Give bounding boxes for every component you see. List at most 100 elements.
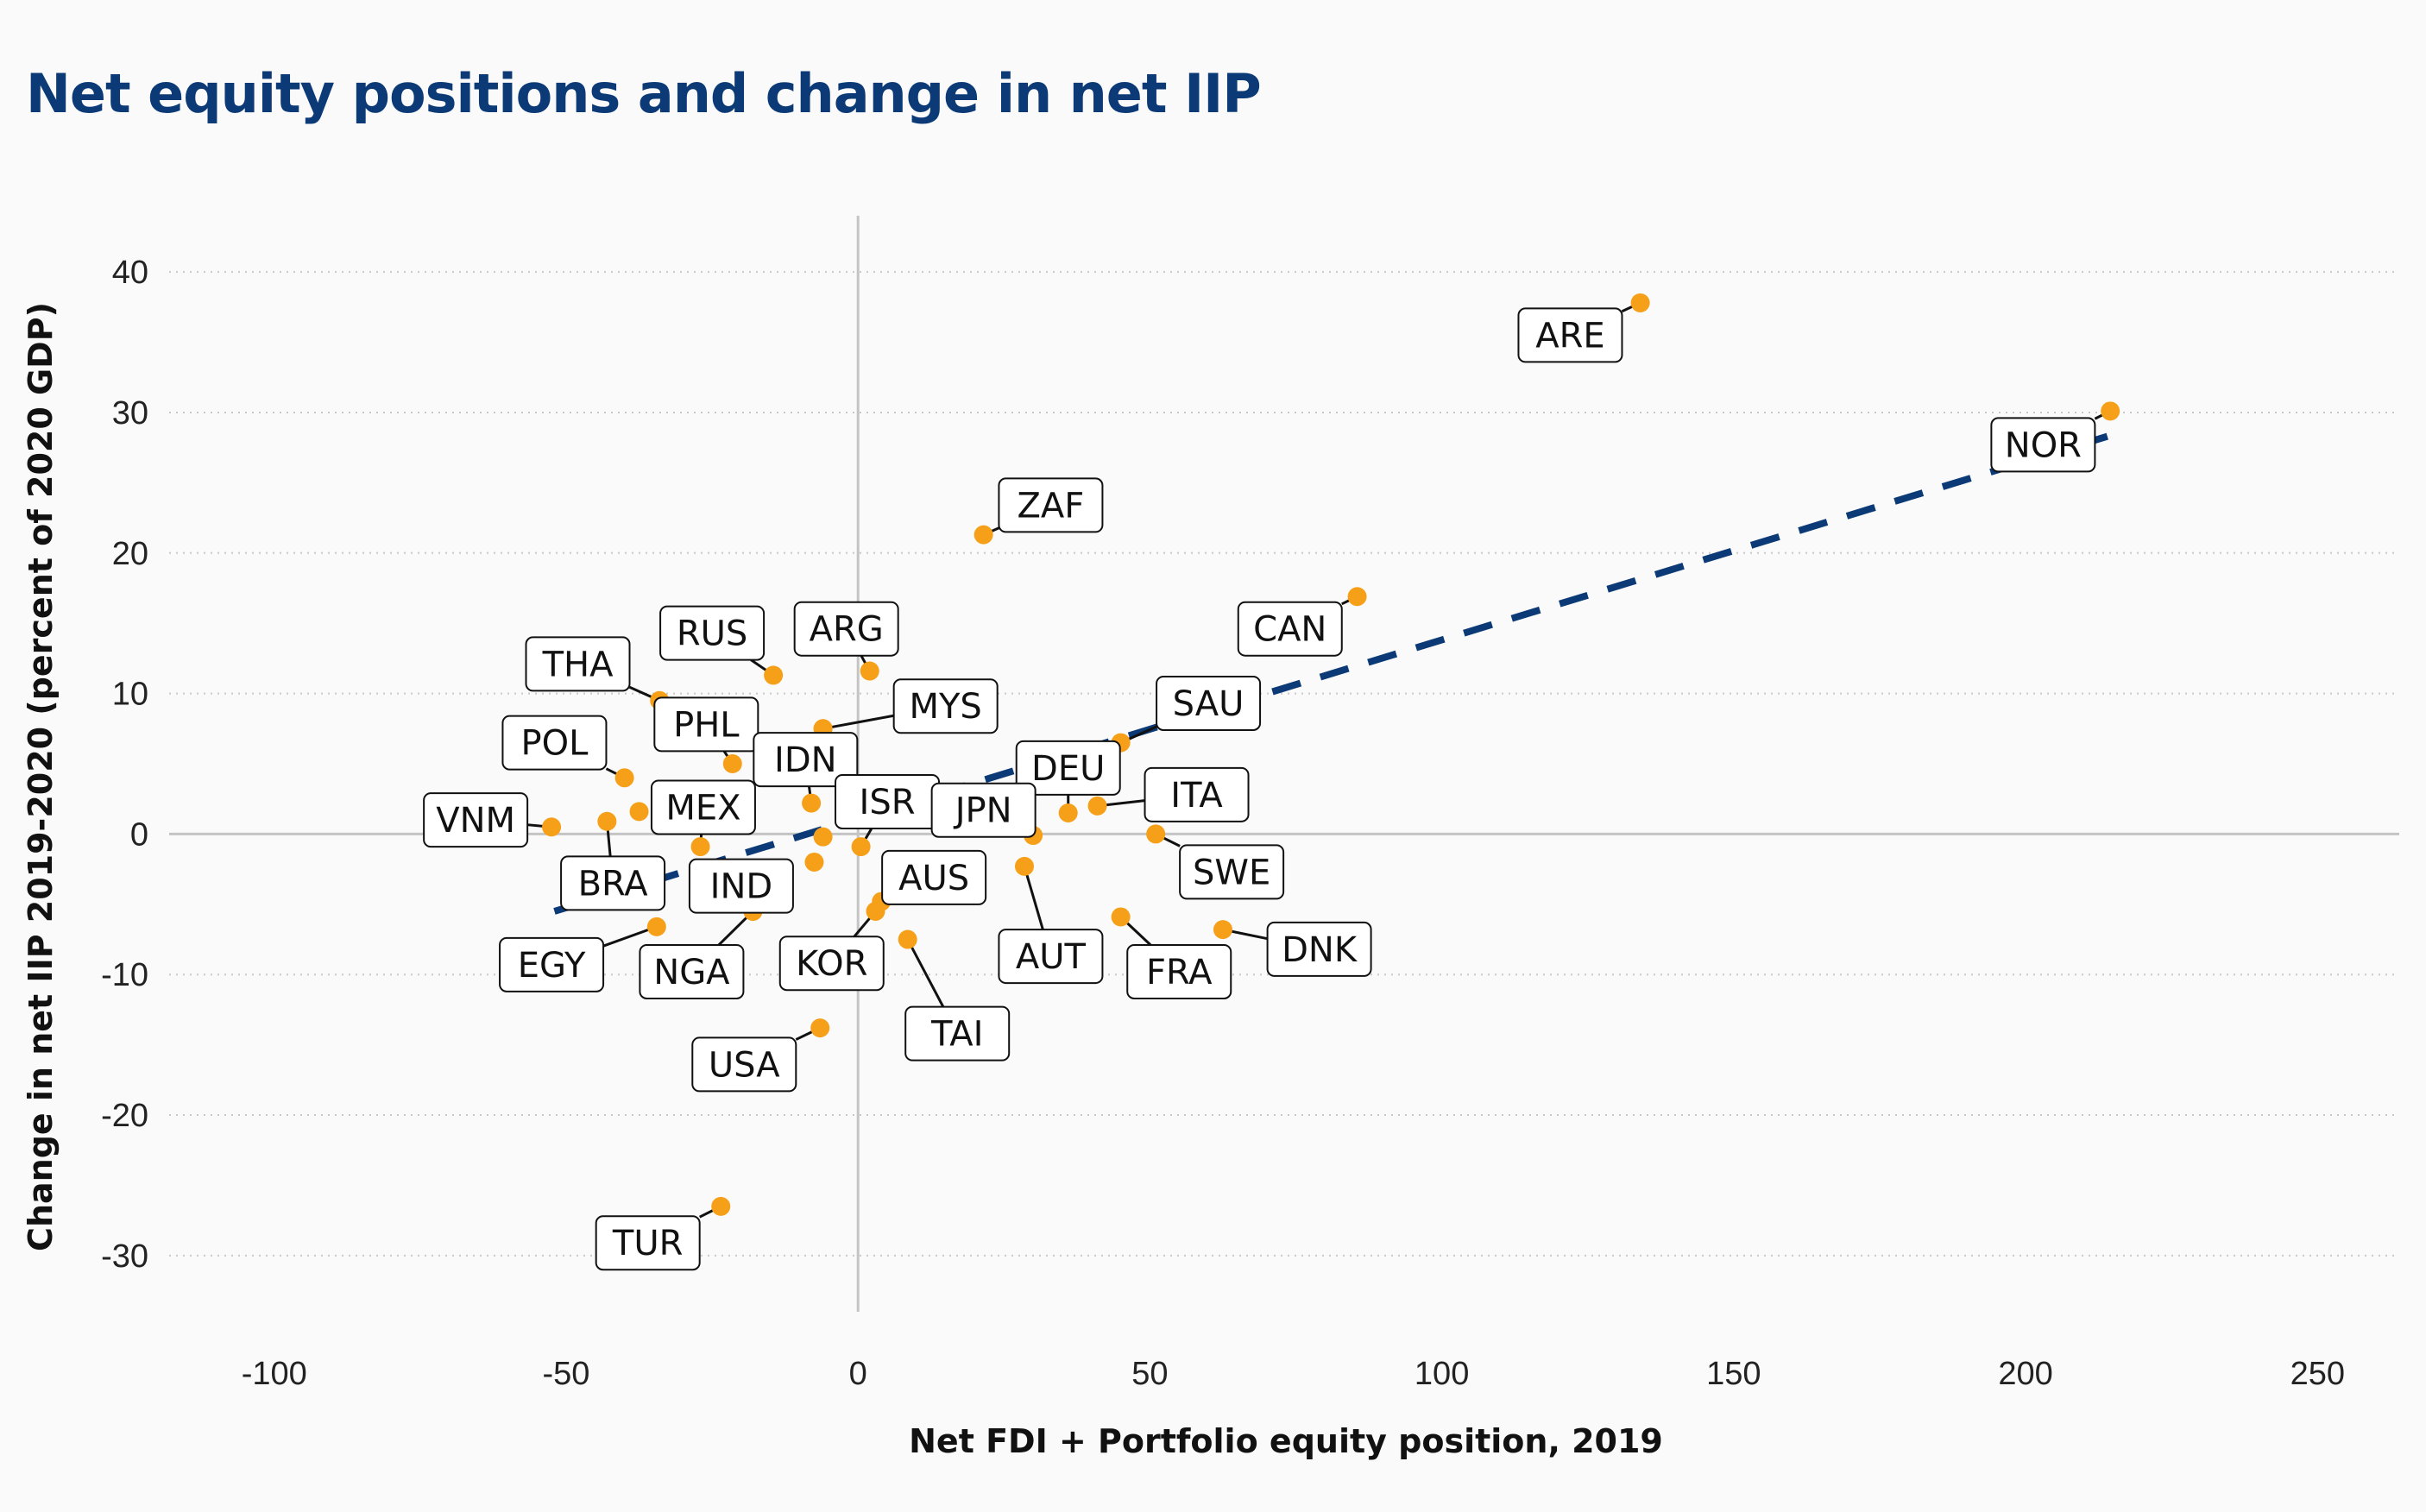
label-text: FRA	[1146, 953, 1213, 992]
data-point-pol	[614, 768, 634, 788]
label-text: ZAF	[1018, 486, 1085, 526]
label-text: ARG	[810, 610, 884, 650]
point-label-tur: TUR	[595, 1215, 701, 1271]
point-label-bra: BRA	[560, 855, 666, 911]
label-text: ISR	[860, 783, 916, 822]
label-text: DEU	[1031, 749, 1105, 789]
label-box	[525, 636, 631, 692]
x-tick-label: -50	[543, 1356, 590, 1392]
label-box	[892, 678, 999, 734]
x-tick-label: 100	[1415, 1356, 1469, 1392]
label-text: PHL	[673, 705, 740, 745]
data-point-arg	[860, 661, 879, 681]
label-text: VNM	[436, 801, 515, 841]
label-box	[560, 855, 666, 911]
leader-line	[906, 938, 945, 1008]
label-text: RUS	[677, 614, 747, 654]
point-label-ind: IND	[688, 858, 794, 914]
point-label-nga: NGA	[639, 943, 745, 999]
y-tick-label: 20	[112, 536, 148, 572]
data-point-nor	[2101, 401, 2120, 421]
label-text: IDN	[774, 740, 837, 780]
data-point-deu	[1058, 803, 1078, 822]
data-point-egy	[646, 917, 666, 936]
label-box	[1126, 943, 1232, 999]
label-text: TAI	[930, 1015, 984, 1055]
data-point	[629, 802, 649, 822]
label-box	[659, 605, 766, 661]
label-box	[998, 929, 1104, 985]
label-box	[881, 849, 987, 905]
label-box	[793, 601, 899, 657]
label-text: NGA	[653, 953, 730, 992]
y-tick-label: -30	[101, 1238, 148, 1275]
point-label-mex: MEX	[650, 779, 756, 835]
data-point	[813, 827, 833, 847]
label-text: ARE	[1535, 316, 1604, 356]
label-text: TUR	[612, 1224, 684, 1263]
x-tick-label: -100	[242, 1356, 307, 1392]
point-label-fra: FRA	[1126, 943, 1232, 999]
point-label-arg: ARG	[793, 601, 899, 657]
data-point-idn	[802, 793, 822, 813]
point-label-swe: SWE	[1179, 844, 1285, 900]
data-point-usa	[810, 1018, 830, 1038]
label-text: JPN	[953, 791, 1012, 831]
point-label-phl: PHL	[653, 696, 759, 753]
label-text: USA	[709, 1045, 780, 1085]
point-label-mys: MYS	[892, 678, 999, 734]
y-tick-label: -20	[101, 1098, 148, 1134]
x-tick-label: 50	[1131, 1356, 1168, 1392]
leader-line	[1023, 866, 1044, 930]
x-tick-label: 150	[1706, 1356, 1761, 1392]
data-point-ita	[1087, 796, 1107, 816]
point-label-zaf: ZAF	[998, 477, 1104, 533]
label-box	[423, 792, 529, 848]
label-text: BRA	[578, 864, 649, 904]
data-point-bra	[597, 811, 617, 831]
label-box	[753, 732, 859, 788]
data-point-dnk	[1213, 920, 1232, 940]
data-point-phl	[722, 754, 742, 773]
data-point-kor	[866, 901, 885, 921]
label-box	[1156, 675, 1262, 731]
label-box	[930, 782, 1037, 838]
x-tick-label: 250	[2291, 1356, 2345, 1392]
label-box	[595, 1215, 701, 1271]
label-text: DNK	[1282, 930, 1358, 970]
label-box	[904, 1005, 1011, 1062]
label-box	[501, 715, 608, 771]
data-point-aut	[1014, 856, 1034, 876]
label-box	[639, 943, 745, 999]
y-tick-label: 40	[112, 255, 148, 291]
point-label-isr: ISR	[835, 773, 941, 829]
data-point-mex	[690, 837, 710, 857]
point-label-sau: SAU	[1156, 675, 1262, 731]
point-label-can: CAN	[1237, 601, 1343, 657]
data-point-fra	[1111, 907, 1131, 927]
label-text: IND	[710, 867, 773, 907]
data-point-zaf	[974, 525, 993, 545]
data-point-tur	[711, 1196, 731, 1216]
point-label-ita: ITA	[1144, 766, 1250, 822]
point-label-nor: NOR	[1990, 417, 2096, 473]
label-box	[653, 696, 759, 753]
label-text: MEX	[665, 788, 740, 828]
point-label-jpn: JPN	[930, 782, 1037, 838]
label-box	[778, 936, 885, 992]
data-point	[804, 852, 824, 872]
trend-line-group	[553, 432, 2108, 915]
point-label-egy: EGY	[499, 936, 605, 992]
point-label-tha: THA	[525, 636, 631, 692]
x-axis-title: Net FDI + Portfolio equity position, 201…	[909, 1422, 1663, 1460]
label-box	[1237, 601, 1343, 657]
point-label-aut: AUT	[998, 929, 1104, 985]
label-text: CAN	[1253, 610, 1326, 650]
label-text: EGY	[518, 946, 586, 986]
label-box	[650, 779, 756, 835]
data-point-vnm	[542, 817, 562, 837]
point-label-pol: POL	[501, 715, 608, 771]
label-text: POL	[521, 724, 589, 764]
